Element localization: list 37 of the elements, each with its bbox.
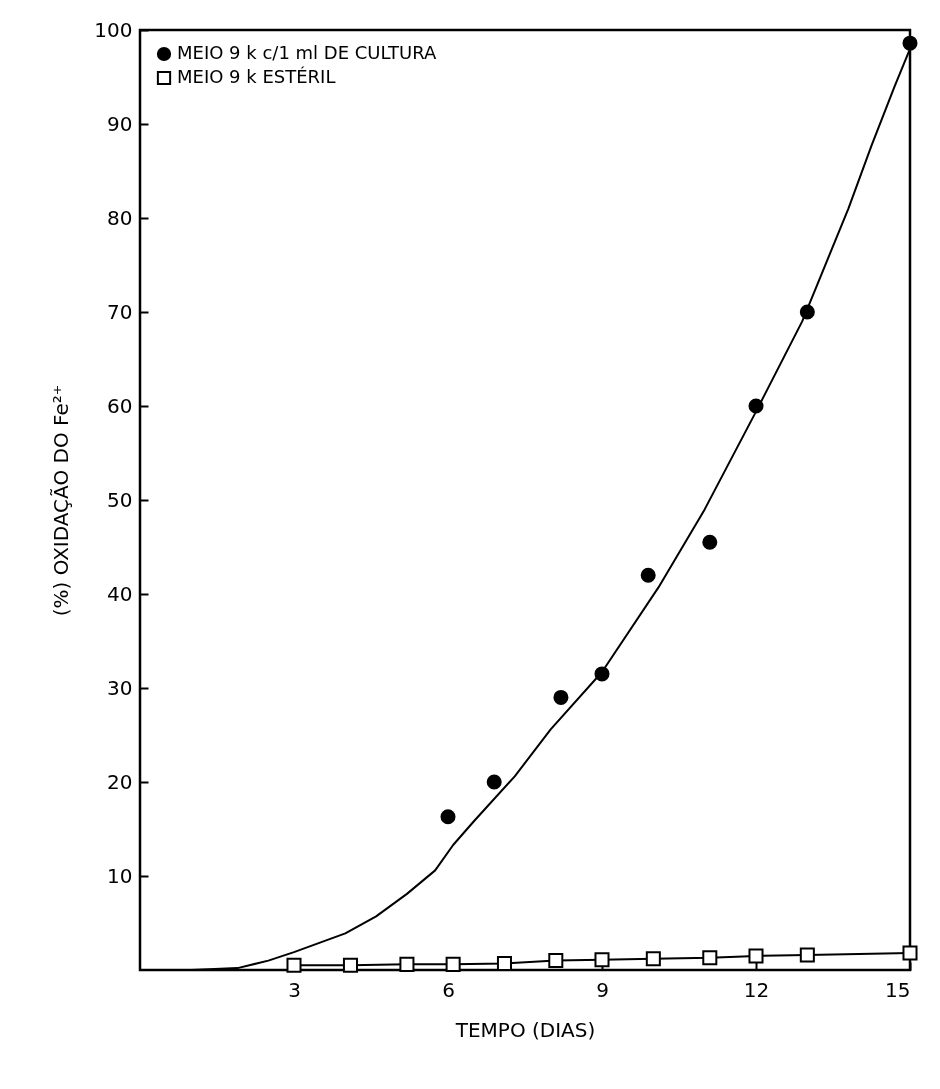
y-tick-label: 40: [107, 581, 133, 606]
x-tick-label: 15: [885, 977, 911, 1002]
point: [548, 953, 564, 969]
point: [702, 534, 718, 550]
point: [702, 950, 718, 966]
point: [342, 957, 358, 973]
point: [496, 955, 512, 971]
y-tick-label: 60: [107, 393, 133, 418]
legend-label: MEIO 9 k ESTÉRIL: [177, 66, 336, 87]
x-tick-label: 12: [743, 977, 770, 1002]
y-tick-label: 100: [94, 17, 133, 42]
y-axis-title: (%) OXIDAÇÃO DO Fe²⁺: [49, 384, 74, 617]
x-tick-label: 6: [442, 977, 455, 1002]
point: [486, 774, 502, 790]
y-tick-label: 90: [107, 111, 133, 136]
y-tick-label: 20: [107, 769, 133, 794]
legend-label: MEIO 9 k c/1 ml DE CULTURA: [177, 42, 438, 63]
x-axis-title: TEMPO (DIAS): [454, 1017, 596, 1042]
x-tick-label: 3: [288, 977, 301, 1002]
point: [440, 809, 456, 825]
y-tick-label: 10: [107, 863, 133, 888]
point: [748, 948, 764, 964]
point: [553, 689, 569, 705]
point: [645, 951, 661, 967]
point: [902, 945, 918, 961]
point: [399, 956, 415, 972]
y-tick-label: 30: [107, 675, 133, 700]
point: [902, 35, 918, 51]
y-tick-label: 50: [107, 487, 133, 512]
y-tick-label: 70: [107, 299, 133, 324]
point: [640, 567, 656, 583]
point: [286, 957, 302, 973]
point: [594, 952, 610, 968]
point: [445, 956, 461, 972]
y-tick-label: 80: [107, 205, 133, 230]
point: [799, 947, 815, 963]
x-tick-label: 9: [596, 977, 609, 1002]
